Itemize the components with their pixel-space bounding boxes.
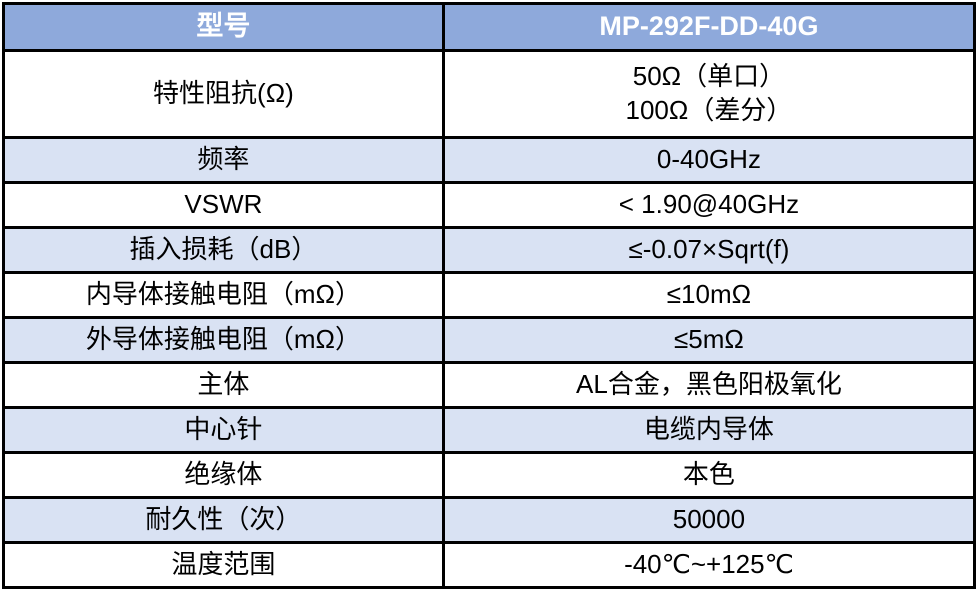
- param-cell: 插入损耗（dB）: [2, 226, 445, 274]
- table-row-impedance: 特性阻抗(Ω) 50Ω（单口） 100Ω（差分）: [2, 49, 977, 139]
- header-model-cell: MP-292F-DD-40G: [441, 2, 977, 52]
- param-cell: 主体: [2, 361, 445, 409]
- value-cell: 0-40GHz: [441, 136, 977, 184]
- table-row-outer-contact-resistance: 外导体接触电阻（mΩ） ≤5mΩ: [2, 316, 977, 364]
- value-cell: ≤5mΩ: [441, 316, 977, 364]
- param-cell: 温度范围: [2, 541, 445, 589]
- param-cell: 外导体接触电阻（mΩ）: [2, 316, 445, 364]
- value-cell: AL合金，黑色阳极氧化: [441, 361, 977, 409]
- param-cell: 中心针: [2, 406, 445, 454]
- value-cell: < 1.90@40GHz: [441, 181, 977, 229]
- table-row-vswr: VSWR < 1.90@40GHz: [2, 181, 977, 229]
- param-cell: 特性阻抗(Ω): [2, 49, 445, 139]
- value-cell: 本色: [441, 451, 977, 499]
- param-cell: VSWR: [2, 181, 445, 229]
- table-row-center-pin: 中心针 电缆内导体: [2, 406, 977, 454]
- value-cell: 电缆内导体: [441, 406, 977, 454]
- param-cell: 耐久性（次）: [2, 496, 445, 544]
- table-row-durability: 耐久性（次） 50000: [2, 496, 977, 544]
- value-cell: 50Ω（单口） 100Ω（差分）: [441, 49, 977, 139]
- table-header-row: 型号 MP-292F-DD-40G: [2, 2, 977, 52]
- value-cell: ≤10mΩ: [441, 271, 977, 319]
- header-param-cell: 型号: [2, 2, 445, 52]
- value-cell: -40℃~+125℃: [441, 541, 977, 589]
- table-row-inner-contact-resistance: 内导体接触电阻（mΩ） ≤10mΩ: [2, 271, 977, 319]
- table-row-temperature-range: 温度范围 -40℃~+125℃: [2, 541, 977, 589]
- table-row-insertion-loss: 插入损耗（dB） ≤-0.07×Sqrt(f): [2, 226, 977, 274]
- param-cell: 绝缘体: [2, 451, 445, 499]
- table-row-insulator: 绝缘体 本色: [2, 451, 977, 499]
- value-cell: 50000: [441, 496, 977, 544]
- table-row-body-material: 主体 AL合金，黑色阳极氧化: [2, 361, 977, 409]
- param-cell: 内导体接触电阻（mΩ）: [2, 271, 445, 319]
- value-cell: ≤-0.07×Sqrt(f): [441, 226, 977, 274]
- param-cell: 频率: [2, 136, 445, 184]
- table-row-frequency: 频率 0-40GHz: [2, 136, 977, 184]
